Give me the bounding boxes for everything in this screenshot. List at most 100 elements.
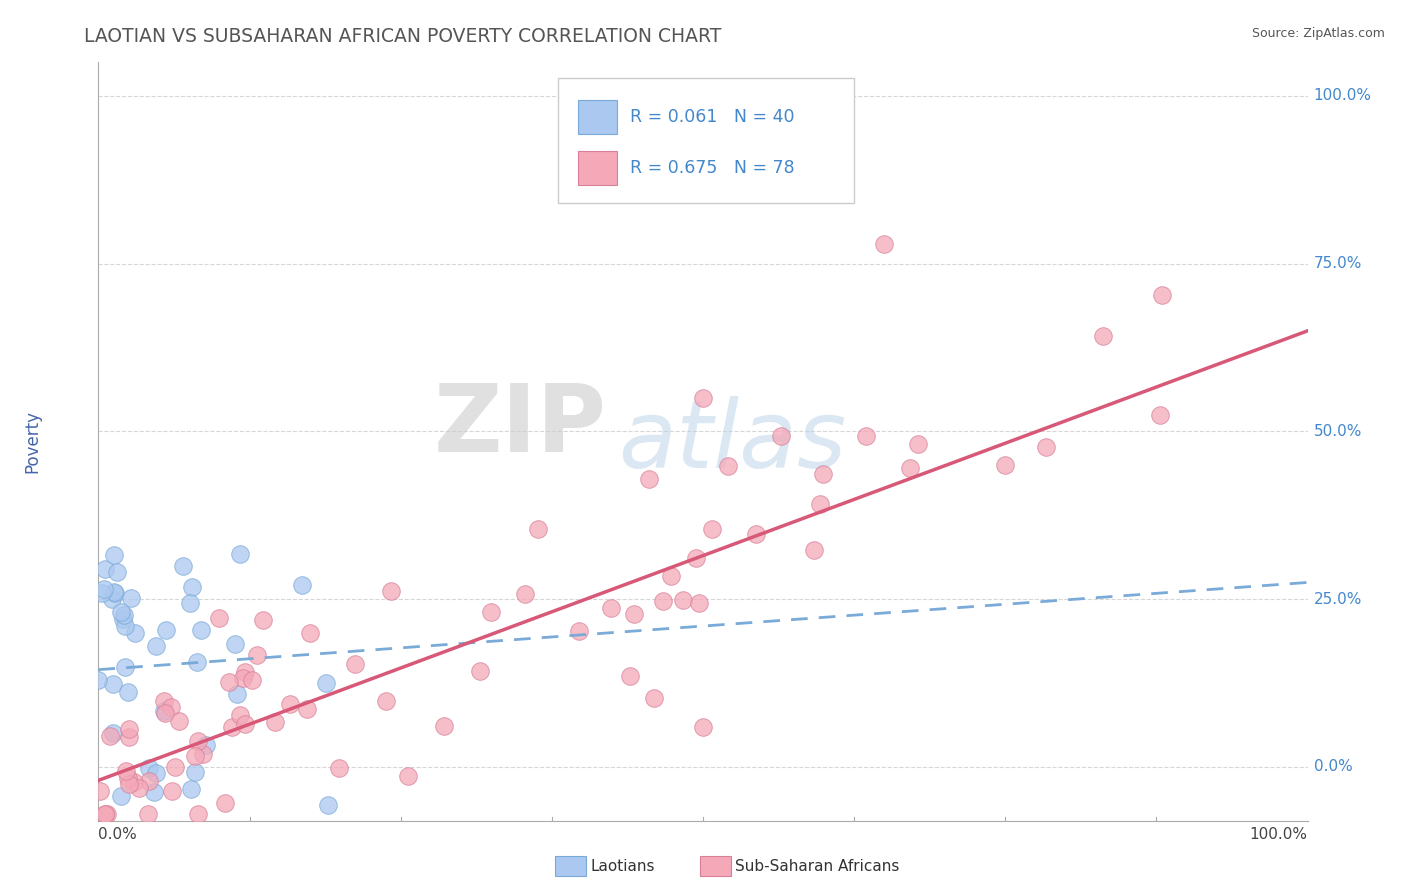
Text: 25.0%: 25.0%	[1313, 591, 1362, 607]
Point	[138, 761, 160, 775]
Point	[295, 702, 318, 716]
Point	[187, 806, 209, 821]
Point	[623, 607, 645, 621]
Point	[111, 612, 134, 626]
Point	[659, 568, 682, 582]
Point	[264, 715, 287, 730]
Point	[770, 429, 793, 443]
Point	[114, 619, 136, 633]
Point	[316, 798, 339, 813]
Point	[252, 613, 274, 627]
Point	[172, 558, 194, 573]
Point	[136, 806, 159, 821]
Text: 0.0%: 0.0%	[98, 828, 138, 842]
Point	[112, 607, 135, 622]
Point	[433, 719, 456, 733]
Point	[120, 591, 142, 606]
Point	[118, 777, 141, 791]
Point	[298, 625, 321, 640]
Point	[184, 749, 207, 764]
Point	[240, 673, 263, 687]
Point	[179, 596, 201, 610]
Point	[280, 697, 302, 711]
Point	[1149, 408, 1171, 422]
Point	[94, 806, 117, 821]
Point	[692, 391, 714, 405]
Point	[221, 720, 243, 734]
Point	[328, 761, 350, 775]
Text: LAOTIAN VS SUBSAHARAN AFRICAN POVERTY CORRELATION CHART: LAOTIAN VS SUBSAHARAN AFRICAN POVERTY CO…	[84, 27, 721, 45]
Point	[187, 734, 209, 748]
Text: Laotians: Laotians	[591, 859, 655, 873]
Text: R = 0.675   N = 78: R = 0.675 N = 78	[630, 159, 794, 177]
Point	[224, 637, 246, 651]
Point	[619, 669, 641, 683]
Point	[96, 806, 118, 821]
Point	[90, 586, 112, 600]
Point	[180, 781, 202, 796]
Point	[93, 582, 115, 596]
Bar	[578, 151, 617, 186]
Bar	[578, 101, 617, 135]
Text: Poverty: Poverty	[22, 410, 41, 473]
Point	[468, 664, 491, 678]
Text: ZIP: ZIP	[433, 380, 606, 473]
Point	[114, 660, 136, 674]
Point	[145, 765, 167, 780]
Point	[717, 458, 740, 473]
Point	[513, 587, 536, 601]
Point	[246, 648, 269, 662]
Point	[479, 605, 502, 619]
Point	[638, 472, 661, 486]
Point	[652, 594, 675, 608]
Point	[685, 551, 707, 566]
Point	[122, 774, 145, 789]
Point	[103, 676, 125, 690]
Point	[229, 548, 252, 562]
Point	[229, 707, 252, 722]
Point	[155, 624, 177, 638]
Point	[700, 522, 723, 536]
Point	[98, 729, 121, 743]
Text: Sub-Saharan Africans: Sub-Saharan Africans	[735, 859, 900, 873]
Point	[994, 458, 1017, 472]
Point	[105, 565, 128, 579]
Point	[375, 694, 398, 708]
Point	[315, 676, 337, 690]
Point	[599, 601, 621, 615]
Point	[688, 597, 710, 611]
Point	[165, 759, 187, 773]
Point	[803, 542, 825, 557]
Point	[153, 705, 176, 719]
Point	[291, 578, 314, 592]
Point	[118, 730, 141, 744]
Point	[153, 694, 176, 708]
Point	[643, 691, 665, 706]
Point	[907, 437, 929, 451]
Point	[180, 580, 202, 594]
Point	[811, 467, 834, 481]
Point	[233, 716, 256, 731]
Point	[808, 497, 831, 511]
Text: atlas: atlas	[619, 396, 846, 487]
Point	[143, 785, 166, 799]
Point	[1035, 440, 1057, 454]
Point	[124, 625, 146, 640]
Point	[380, 584, 402, 599]
Point	[225, 688, 247, 702]
Point	[233, 665, 256, 680]
Point	[104, 586, 127, 600]
Point	[344, 657, 367, 672]
Point	[190, 624, 212, 638]
Text: 100.0%: 100.0%	[1250, 828, 1308, 842]
Point	[1091, 329, 1114, 343]
Point	[855, 429, 877, 443]
Point	[160, 700, 183, 714]
Point	[94, 562, 117, 576]
Point	[128, 781, 150, 796]
Point	[160, 784, 183, 798]
Point	[167, 714, 190, 728]
Text: 100.0%: 100.0%	[1313, 88, 1372, 103]
Point	[568, 624, 591, 638]
Point	[214, 796, 236, 810]
